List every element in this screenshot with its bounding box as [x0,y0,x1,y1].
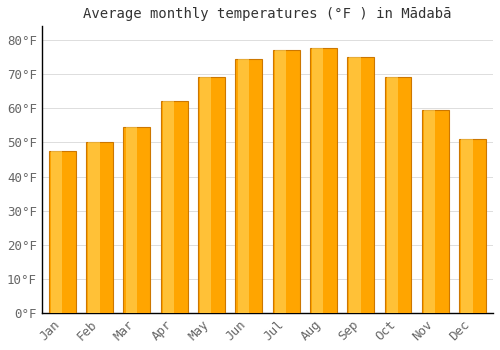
Bar [386,77,398,313]
Bar [161,102,188,313]
Bar [350,57,360,313]
Bar [347,57,374,313]
Bar [200,77,211,313]
Bar [88,142,100,313]
Bar [422,110,448,313]
Bar [459,139,486,313]
Bar [198,77,225,313]
Bar [272,50,299,313]
Bar [275,50,286,313]
Bar [86,142,113,313]
Bar [124,127,150,313]
Bar [236,59,262,313]
Bar [51,151,62,313]
Title: Average monthly temperatures (°F ) in Mādabā: Average monthly temperatures (°F ) in Mā… [83,7,452,21]
Bar [310,48,337,313]
Bar [163,102,174,313]
Bar [462,139,472,313]
Bar [126,127,137,313]
Bar [384,77,411,313]
Bar [238,59,249,313]
Bar [49,151,76,313]
Bar [312,48,324,313]
Bar [424,110,436,313]
